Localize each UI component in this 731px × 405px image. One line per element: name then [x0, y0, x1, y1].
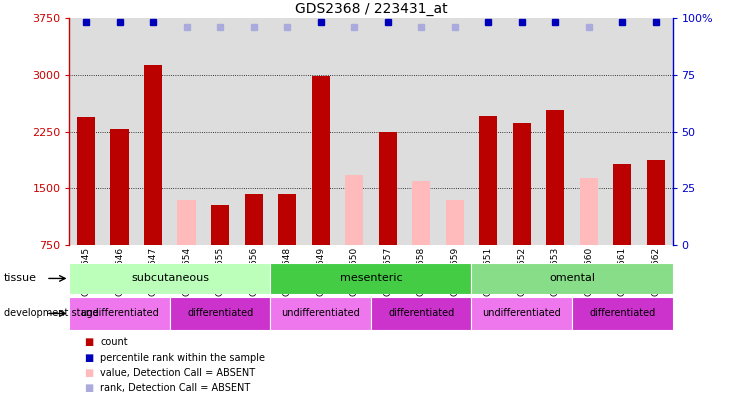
- Text: differentiated: differentiated: [388, 309, 455, 318]
- Bar: [311, 76, 330, 245]
- Bar: [546, 110, 564, 245]
- Title: GDS2368 / 223431_at: GDS2368 / 223431_at: [295, 2, 447, 16]
- Text: tissue: tissue: [4, 273, 37, 283]
- Text: undifferentiated: undifferentiated: [482, 309, 561, 318]
- Bar: [613, 164, 632, 245]
- Bar: [211, 205, 230, 245]
- Bar: [572, 297, 673, 330]
- Text: ■: ■: [84, 353, 94, 362]
- Text: undifferentiated: undifferentiated: [80, 309, 159, 318]
- Text: percentile rank within the sample: percentile rank within the sample: [100, 353, 265, 362]
- Bar: [244, 194, 263, 245]
- Text: undifferentiated: undifferentiated: [281, 309, 360, 318]
- Bar: [144, 65, 162, 245]
- Text: differentiated: differentiated: [187, 309, 254, 318]
- Bar: [580, 178, 598, 245]
- Bar: [471, 263, 673, 294]
- Bar: [371, 297, 471, 330]
- Bar: [178, 200, 196, 245]
- Bar: [278, 194, 297, 245]
- Bar: [512, 123, 531, 245]
- Bar: [471, 297, 572, 330]
- Bar: [445, 200, 464, 245]
- Text: ■: ■: [84, 384, 94, 393]
- Bar: [379, 132, 397, 245]
- Text: omental: omental: [549, 273, 595, 283]
- Text: rank, Detection Call = ABSENT: rank, Detection Call = ABSENT: [100, 384, 251, 393]
- Text: ■: ■: [84, 368, 94, 378]
- Bar: [646, 160, 665, 245]
- Bar: [69, 263, 270, 294]
- Bar: [110, 129, 129, 245]
- Bar: [77, 117, 96, 245]
- Text: subcutaneous: subcutaneous: [131, 273, 209, 283]
- Text: ■: ■: [84, 337, 94, 347]
- Text: count: count: [100, 337, 128, 347]
- Text: differentiated: differentiated: [589, 309, 656, 318]
- Bar: [270, 297, 371, 330]
- Bar: [170, 297, 270, 330]
- Text: value, Detection Call = ABSENT: value, Detection Call = ABSENT: [100, 368, 255, 378]
- Bar: [412, 181, 431, 245]
- Text: mesenteric: mesenteric: [340, 273, 402, 283]
- Bar: [345, 175, 363, 245]
- Bar: [69, 297, 170, 330]
- Text: development stage: development stage: [4, 309, 98, 318]
- Bar: [270, 263, 471, 294]
- Bar: [479, 116, 498, 245]
